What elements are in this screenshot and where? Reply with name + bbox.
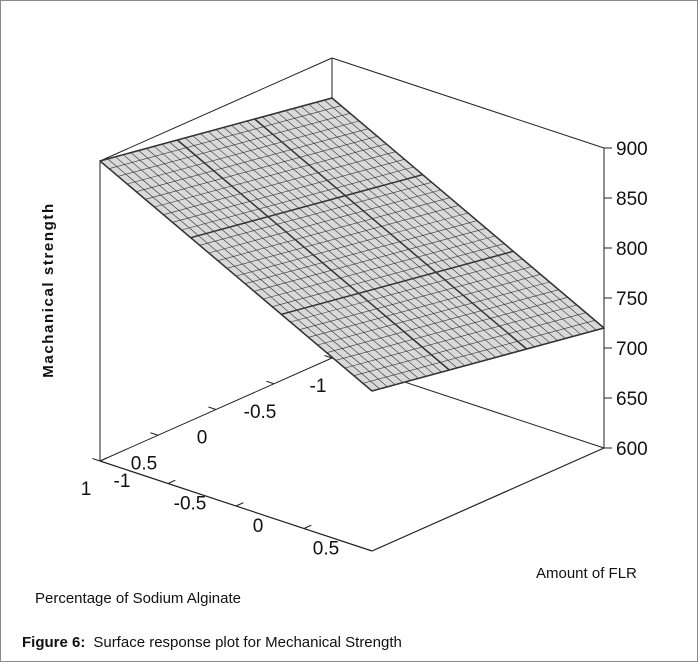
y-axis-title: Amount of FLR <box>536 565 637 582</box>
x-tick <box>266 380 275 385</box>
z-tick-label: 900 <box>616 139 648 160</box>
response-surface <box>98 97 606 392</box>
x-axis-title: Percentage of Sodium Alginate <box>35 590 241 607</box>
x-tick <box>92 458 101 462</box>
y-tick-label: 0 <box>253 516 264 537</box>
surface-grid-line <box>99 160 373 392</box>
x-tick <box>208 406 217 410</box>
surface-grid-line <box>115 156 388 388</box>
y-axis-line <box>371 447 605 552</box>
x-tick-label: -1 <box>310 376 327 397</box>
box-edge <box>99 57 333 162</box>
z-tick-label: 850 <box>616 189 648 210</box>
z-tick-label: 800 <box>616 239 648 260</box>
surface-grid-line <box>123 154 396 385</box>
surface-grid-line <box>326 289 559 353</box>
surface-grid-line <box>130 152 404 383</box>
x-tick <box>150 432 159 436</box>
y-tick-label: -0.5 <box>174 494 207 515</box>
caption-text: Surface response plot for Mechanical Str… <box>93 634 402 651</box>
z-axis-title: Machanical strength <box>40 202 57 377</box>
axis-ticks: 900 850 800 750 700 650 600 -1 -0.5 0 0.5 1 -1 -0.5 0 0… <box>81 139 648 560</box>
y-tick <box>99 457 108 462</box>
z-tick-label: 700 <box>616 339 648 360</box>
surface-grid-line <box>335 297 568 361</box>
x-tick-label: 0 <box>197 428 208 449</box>
x-tick-label: 1 <box>81 479 92 500</box>
box-edge <box>331 57 605 149</box>
y-tick-label: 0.5 <box>313 539 339 560</box>
caption-label: Figure 6: <box>22 634 86 651</box>
y-tick-label: -1 <box>114 471 131 492</box>
z-tick-label: 650 <box>616 389 648 410</box>
x-tick <box>324 355 333 359</box>
figure-caption: Figure 6: Surface response plot for Mecha… <box>22 634 402 651</box>
surface-grid-line <box>362 320 596 384</box>
y-tick <box>303 524 312 529</box>
y-tick <box>167 479 176 484</box>
y-tick <box>235 502 244 507</box>
surface-grid-line <box>371 327 605 392</box>
surface-grid-line <box>353 312 586 376</box>
z-tick-label: 750 <box>616 289 648 310</box>
z-tick-label: 600 <box>616 439 648 460</box>
surface-grid-line <box>344 304 577 369</box>
x-tick-label: 0.5 <box>131 453 157 474</box>
x-tick-label: -0.5 <box>244 402 277 423</box>
surface-grid-line <box>107 158 380 390</box>
